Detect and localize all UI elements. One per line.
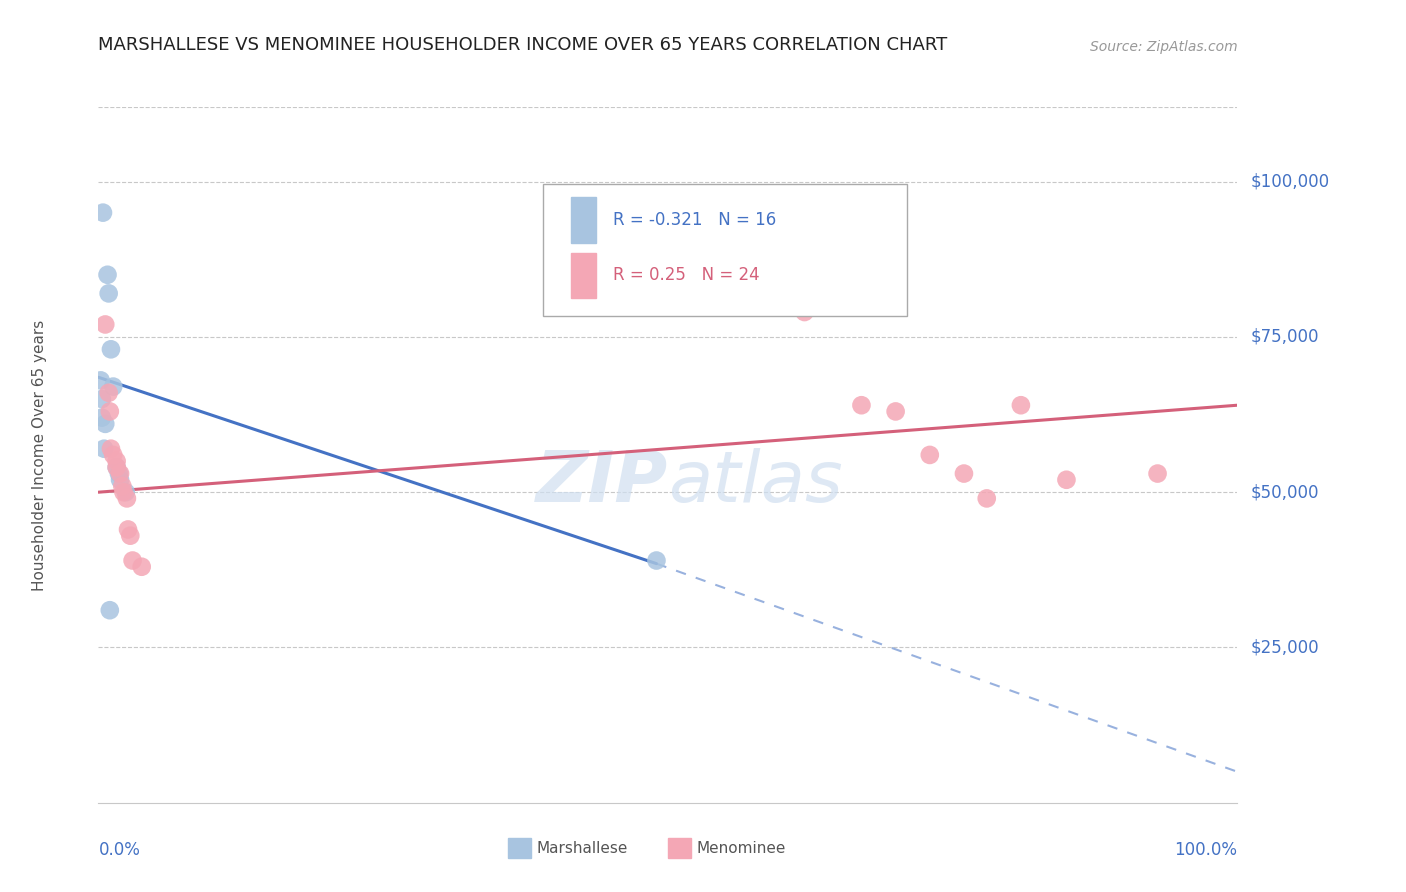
Point [98, 404, 121, 418]
Text: Menominee: Menominee [696, 840, 786, 855]
Text: $50,000: $50,000 [1251, 483, 1319, 501]
Bar [668, 838, 690, 858]
Point [918, 448, 941, 462]
Point [105, 454, 128, 468]
Point [94, 318, 117, 332]
Text: Householder Income Over 65 years: Householder Income Over 65 years [32, 319, 46, 591]
Point [90, 373, 112, 387]
Point [976, 491, 998, 506]
Point [108, 473, 131, 487]
Point [645, 553, 668, 567]
Text: 0.0%: 0.0% [98, 841, 141, 859]
Point [100, 442, 122, 456]
Point [91, 205, 114, 219]
Point [953, 467, 976, 481]
Text: MARSHALLESE VS MENOMINEE HOUSEHOLDER INCOME OVER 65 YEARS CORRELATION CHART: MARSHALLESE VS MENOMINEE HOUSEHOLDER INC… [98, 36, 948, 54]
Text: atlas: atlas [668, 449, 842, 517]
Point [121, 553, 143, 567]
Point [97, 286, 120, 301]
Point [103, 448, 125, 462]
Point [105, 460, 128, 475]
Point [93, 442, 115, 456]
Point [108, 467, 131, 481]
Text: R = 0.25   N = 24: R = 0.25 N = 24 [613, 267, 759, 285]
FancyBboxPatch shape [543, 184, 907, 316]
Point [94, 417, 117, 431]
Point [793, 305, 815, 319]
Point [1010, 398, 1032, 412]
Text: $75,000: $75,000 [1251, 328, 1319, 346]
Text: $100,000: $100,000 [1251, 172, 1330, 191]
Point [1146, 467, 1168, 481]
Bar [571, 197, 596, 243]
Text: ZIP: ZIP [536, 449, 668, 517]
Point [90, 392, 112, 406]
Bar [509, 838, 531, 858]
Text: Source: ZipAtlas.com: Source: ZipAtlas.com [1090, 39, 1237, 54]
Point [97, 385, 120, 400]
Point [108, 467, 131, 481]
Point [1054, 473, 1078, 487]
Text: $25,000: $25,000 [1251, 639, 1320, 657]
Point [98, 603, 121, 617]
Text: 100.0%: 100.0% [1174, 841, 1237, 859]
Point [100, 343, 122, 357]
Point [851, 398, 873, 412]
Point [111, 479, 134, 493]
Point [120, 529, 142, 543]
Text: R = -0.321   N = 16: R = -0.321 N = 16 [613, 211, 776, 228]
Point [105, 460, 128, 475]
Point [96, 268, 118, 282]
Point [112, 485, 135, 500]
Point [90, 410, 112, 425]
Point [884, 404, 907, 418]
Text: Marshallese: Marshallese [537, 840, 628, 855]
Point [114, 485, 136, 500]
Point [115, 491, 138, 506]
Bar [571, 253, 596, 298]
Point [103, 379, 125, 393]
Point [117, 523, 139, 537]
Point [131, 559, 153, 574]
